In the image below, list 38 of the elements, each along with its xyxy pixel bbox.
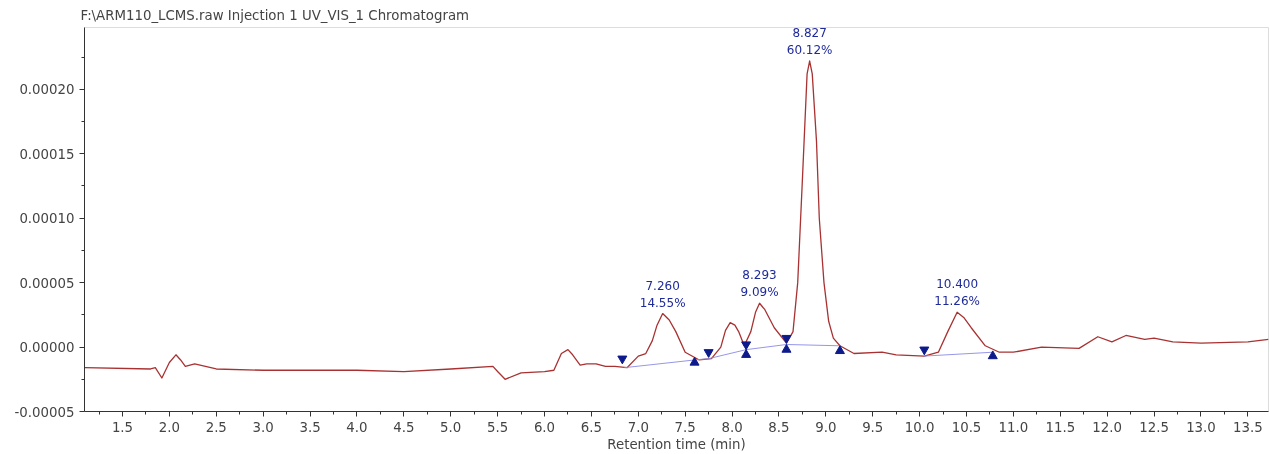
x-tick-label: 8.5 — [768, 419, 790, 435]
x-tick-label: 2.0 — [158, 419, 180, 435]
annotation: 8.293 9.09% — [740, 268, 779, 300]
x-tick-label: 4.0 — [346, 419, 368, 435]
x-tick-label: 7.0 — [627, 419, 649, 435]
x-tick-label: 1.5 — [111, 419, 134, 435]
annotation: 8.827 60.12% — [786, 26, 833, 57]
x-tick-label: 6.0 — [533, 419, 556, 435]
x-tick-label: 6.5 — [580, 419, 602, 435]
x-tick-label: 12.0 — [1092, 419, 1123, 435]
y-tick-label: 0.00020 — [19, 82, 75, 98]
x-tick-label: 10.0 — [904, 419, 935, 435]
line-series — [84, 60, 1269, 380]
x-tick-label: 12.5 — [1139, 419, 1169, 435]
x-tick-label: 13.0 — [1186, 419, 1216, 435]
x-tick-label: 3.5 — [299, 419, 321, 435]
chart-title: F:\ARM110_LCMS.raw Injection 1 UV_VIS_1 Chromatogram — [80, 7, 470, 23]
x-tick-label: 4.5 — [393, 419, 415, 435]
y-tick-label: 0.00005 — [19, 275, 75, 291]
x-tick-label: 13.5 — [1233, 419, 1263, 435]
annotation: 10.400 11.26% — [934, 277, 981, 309]
x-tick-label: 3.0 — [252, 419, 274, 435]
annotation: 7.260 14.55% — [639, 278, 686, 310]
y-tick-label: 0.00000 — [19, 340, 75, 356]
x-tick-label: 5.5 — [487, 419, 509, 435]
x-tick-label: 2.5 — [205, 419, 227, 435]
x-tick-label: 8.0 — [721, 419, 743, 435]
x-tick-label: 9.0 — [815, 419, 837, 435]
x-tick-label: 5.0 — [440, 419, 462, 435]
y-tick-label: 0.00015 — [19, 146, 75, 162]
x-tick-label: 10.5 — [951, 419, 982, 435]
x-tick-label: 9.5 — [862, 419, 884, 435]
x-tick-label: 7.5 — [674, 419, 696, 435]
y-tick-label: 0.00010 — [19, 211, 75, 227]
y-tick-label: -0.00005 — [14, 404, 75, 420]
x-axis-title: Retention time (min) — [607, 436, 746, 452]
x-tick-label: 11.0 — [998, 419, 1029, 435]
x-tick-label: 11.5 — [1045, 419, 1076, 435]
